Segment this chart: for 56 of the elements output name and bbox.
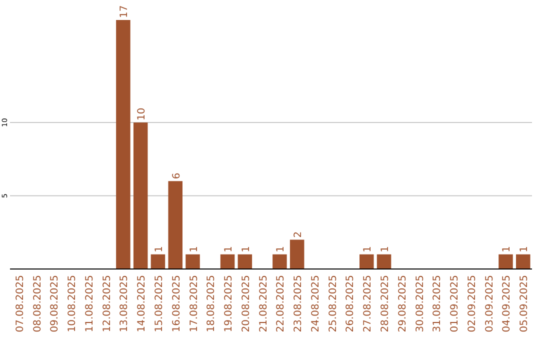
bar bbox=[290, 240, 304, 269]
x-tick-label: 07.08.2025 bbox=[14, 275, 26, 332]
data-label: 2 bbox=[293, 231, 304, 238]
x-tick-label: 14.08.2025 bbox=[136, 275, 148, 332]
bar bbox=[238, 254, 252, 269]
x-tick-label: 31.08.2025 bbox=[432, 275, 444, 332]
data-label: 1 bbox=[224, 246, 235, 252]
data-label: 1 bbox=[188, 246, 200, 252]
data-label: 1 bbox=[362, 246, 374, 252]
data-label: 1 bbox=[519, 246, 530, 252]
x-tick-label: 02.09.2025 bbox=[466, 275, 478, 332]
x-tick-label: 12.08.2025 bbox=[102, 275, 113, 332]
x-tick-label: 29.08.2025 bbox=[397, 275, 408, 332]
x-tick-label: 23.08.2025 bbox=[293, 275, 304, 332]
data-label: 1 bbox=[380, 246, 392, 252]
data-label: 6 bbox=[171, 172, 182, 180]
x-tick-label: 16.08.2025 bbox=[171, 275, 182, 332]
x-tick-label: 30.08.2025 bbox=[414, 275, 426, 332]
x-tick-label: 21.08.2025 bbox=[258, 275, 270, 332]
x-tick-label: 03.09.2025 bbox=[484, 275, 496, 332]
x-tick-label: 25.08.2025 bbox=[328, 275, 339, 332]
x-tick-label: 17.08.2025 bbox=[188, 275, 200, 332]
bar bbox=[116, 20, 130, 269]
x-tick-label: 11.08.2025 bbox=[84, 275, 96, 332]
data-label: 10 bbox=[136, 108, 148, 121]
data-label: 1 bbox=[276, 246, 287, 252]
bar bbox=[150, 254, 166, 269]
data-label: 1 bbox=[502, 246, 513, 252]
x-tick-label: 19.08.2025 bbox=[224, 275, 235, 332]
bar bbox=[220, 254, 235, 269]
data-label: 1 bbox=[154, 246, 165, 252]
bar bbox=[186, 254, 200, 269]
x-tick-label: 13.08.2025 bbox=[119, 275, 130, 332]
x-tick-label: 28.08.2025 bbox=[380, 275, 392, 332]
bar bbox=[272, 254, 287, 269]
x-tick-label: 20.08.2025 bbox=[240, 275, 252, 332]
x-tick-label: 24.08.2025 bbox=[310, 275, 322, 332]
x-tick-label: 22.08.2025 bbox=[276, 275, 287, 332]
bar bbox=[498, 254, 513, 269]
x-tick-label: 15.08.2025 bbox=[154, 275, 165, 332]
bar bbox=[133, 122, 148, 269]
x-tick-label: 05.09.2025 bbox=[519, 275, 530, 332]
x-tick-label: 18.08.2025 bbox=[206, 275, 218, 332]
x-tick-label: 01.09.2025 bbox=[450, 275, 461, 332]
x-tick-label: 09.08.2025 bbox=[50, 275, 61, 332]
x-tick-label: 04.09.2025 bbox=[502, 275, 513, 332]
x-tick-label: 10.08.2025 bbox=[67, 275, 78, 332]
bar bbox=[168, 181, 182, 269]
x-tick-label: 26.08.2025 bbox=[345, 275, 356, 332]
data-label: 1 bbox=[240, 246, 252, 252]
x-tick-label: 08.08.2025 bbox=[32, 275, 44, 332]
bar bbox=[516, 254, 530, 269]
bar bbox=[360, 254, 374, 269]
x-tick-label: 27.08.2025 bbox=[362, 275, 374, 332]
data-label: 17 bbox=[119, 5, 130, 18]
bar bbox=[376, 254, 392, 269]
